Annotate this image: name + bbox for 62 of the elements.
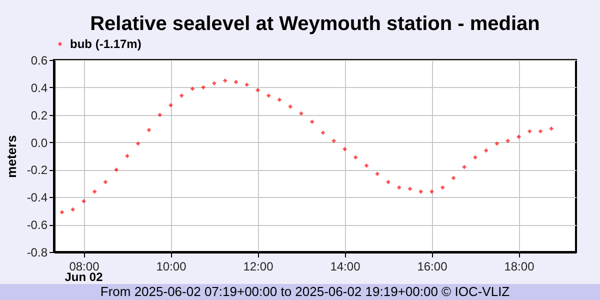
point bbox=[462, 165, 466, 169]
point bbox=[473, 156, 478, 160]
text: From 2025-06-02 07:19+00:00 to 2025-06-02 19:19+00:00 © IOC-VLIZ bbox=[100, 284, 510, 299]
point bbox=[201, 86, 206, 90]
y-tick-label: -0.2 bbox=[26, 163, 48, 178]
point bbox=[332, 139, 336, 143]
point bbox=[386, 180, 390, 184]
point bbox=[82, 199, 86, 204]
chart-title: Relative sealevel at Weymouth station - median bbox=[90, 13, 540, 35]
point bbox=[278, 98, 282, 102]
y-tick-label: -0.6 bbox=[26, 218, 48, 232]
point bbox=[364, 164, 368, 168]
point bbox=[528, 129, 532, 134]
point bbox=[452, 176, 456, 180]
point bbox=[114, 168, 118, 172]
point bbox=[92, 190, 96, 194]
point bbox=[342, 147, 347, 152]
point bbox=[310, 120, 314, 124]
point bbox=[136, 142, 140, 146]
y-tick-label: -0.8 bbox=[26, 246, 48, 260]
point bbox=[506, 139, 510, 143]
point bbox=[234, 80, 238, 84]
point bbox=[180, 94, 184, 98]
point bbox=[104, 180, 108, 184]
x-tick-label: 12:00 bbox=[243, 260, 274, 274]
y-tick-label: 0.6 bbox=[30, 54, 48, 68]
x-tick-label: 18:00 bbox=[504, 260, 535, 274]
point bbox=[147, 128, 151, 132]
point bbox=[256, 88, 260, 92]
point bbox=[244, 82, 249, 87]
point bbox=[190, 86, 194, 91]
x-tick-label: 16:00 bbox=[417, 260, 448, 274]
point bbox=[440, 186, 444, 190]
point bbox=[288, 104, 292, 108]
point bbox=[321, 130, 325, 135]
point bbox=[397, 186, 401, 190]
point bbox=[538, 129, 542, 134]
legend-label: bub (-1.17m) bbox=[70, 37, 142, 51]
point bbox=[549, 126, 554, 130]
point bbox=[266, 94, 270, 98]
point bbox=[408, 187, 412, 191]
y-tick-label: 0.2 bbox=[30, 108, 48, 122]
x-tick-label: 14:00 bbox=[330, 260, 361, 274]
y-tick-label: 0.0 bbox=[30, 136, 48, 150]
point bbox=[495, 142, 499, 146]
point bbox=[375, 172, 380, 176]
y-tick-label: -0.4 bbox=[26, 190, 48, 205]
point bbox=[516, 134, 521, 139]
point bbox=[212, 81, 216, 86]
y-tick-label: 0.4 bbox=[30, 80, 48, 95]
point bbox=[299, 112, 304, 116]
point bbox=[70, 208, 75, 212]
point bbox=[484, 148, 488, 152]
point bbox=[60, 210, 64, 214]
x-tick-label: 10:00 bbox=[156, 260, 187, 274]
y-axis-title: meters bbox=[4, 135, 19, 178]
point bbox=[168, 103, 173, 108]
point bbox=[418, 190, 423, 194]
point bbox=[354, 156, 358, 160]
point bbox=[158, 112, 162, 117]
point bbox=[430, 190, 434, 194]
point bbox=[223, 78, 227, 82]
